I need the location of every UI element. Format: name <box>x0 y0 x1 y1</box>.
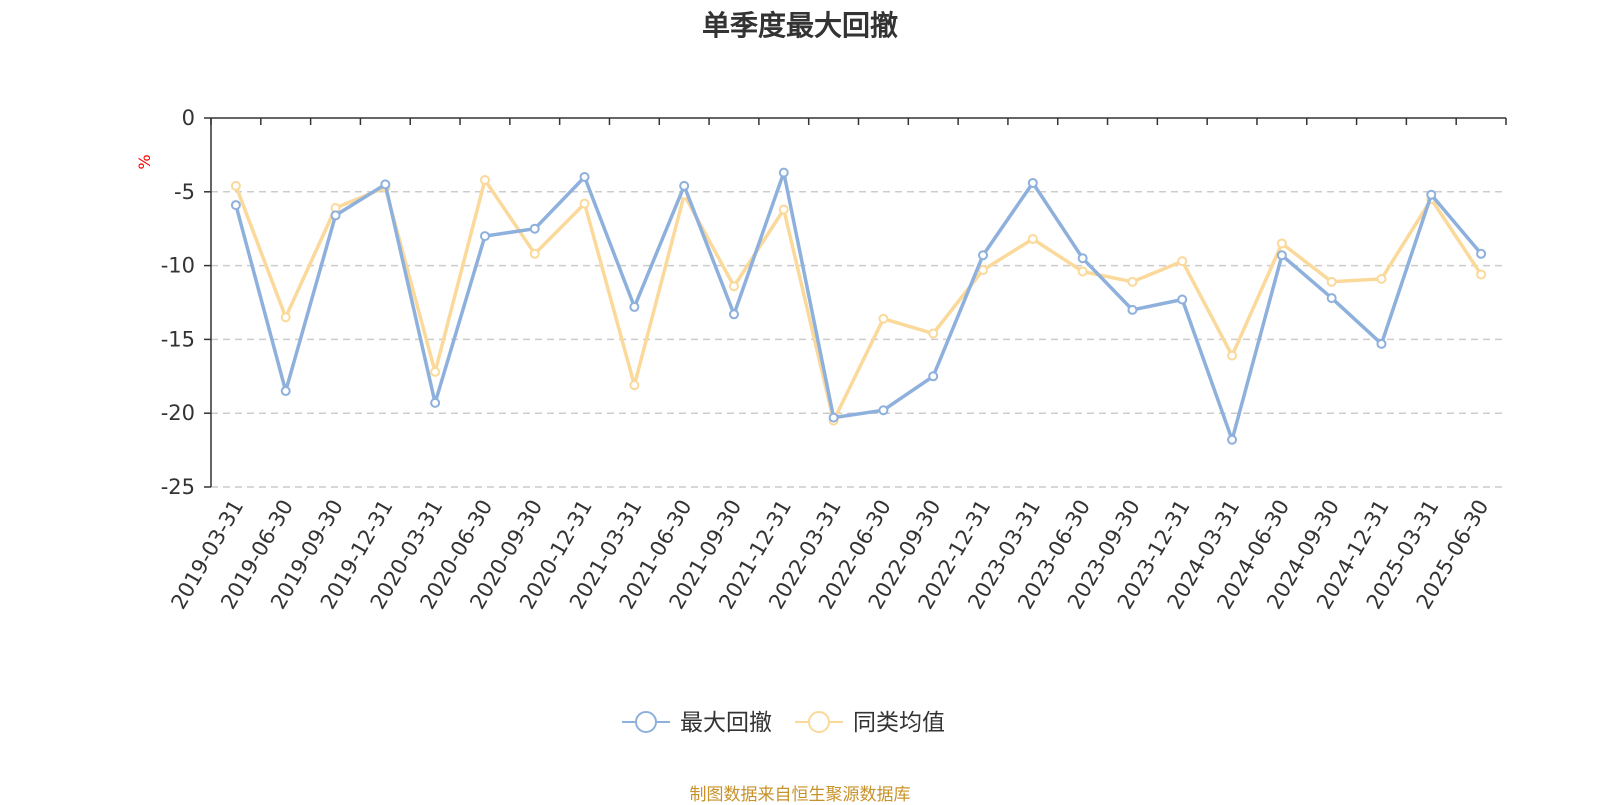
data-point[interactable] <box>778 204 789 215</box>
legend-marker[interactable] <box>635 711 657 733</box>
y-tick-label: -10 <box>161 254 195 278</box>
legend-label[interactable]: 同类均值 <box>853 710 945 736</box>
chart-title: 单季度最大回撤 <box>701 9 898 42</box>
legend[interactable]: 最大回撤 同类均值 <box>622 710 945 736</box>
data-point[interactable] <box>629 380 640 391</box>
data-point[interactable] <box>529 248 540 259</box>
data-point[interactable] <box>380 179 391 190</box>
data-point[interactable] <box>1376 273 1387 284</box>
data-point[interactable] <box>1227 350 1238 361</box>
y-tick-label: 0 <box>182 106 195 130</box>
data-point[interactable] <box>1127 304 1138 315</box>
data-point[interactable] <box>1177 294 1188 305</box>
legend-marker[interactable] <box>808 711 830 733</box>
data-point[interactable] <box>629 301 640 312</box>
y-axis-label: % <box>135 154 154 169</box>
data-point[interactable] <box>230 180 241 191</box>
data-point[interactable] <box>1077 266 1088 277</box>
data-point[interactable] <box>1227 434 1238 445</box>
data-point[interactable] <box>679 180 690 191</box>
series-line <box>234 170 1483 442</box>
data-point[interactable] <box>1376 338 1387 349</box>
data-point[interactable] <box>1027 177 1038 188</box>
grid-lines <box>211 191 1506 488</box>
data-point[interactable] <box>728 309 739 320</box>
data-point[interactable] <box>230 200 241 211</box>
series-layer <box>230 167 1487 445</box>
data-point[interactable] <box>430 397 441 408</box>
data-point[interactable] <box>579 198 590 209</box>
data-point[interactable] <box>1127 276 1138 287</box>
data-point[interactable] <box>878 405 889 416</box>
data-point[interactable] <box>1027 234 1038 245</box>
data-point[interactable] <box>1476 269 1487 280</box>
y-tick-label: -20 <box>161 401 195 425</box>
data-point[interactable] <box>928 328 939 339</box>
data-point[interactable] <box>978 250 989 261</box>
data-point[interactable] <box>1177 256 1188 267</box>
data-point[interactable] <box>1326 293 1337 304</box>
data-point[interactable] <box>978 265 989 276</box>
data-point[interactable] <box>1476 248 1487 259</box>
data-point[interactable] <box>1426 189 1437 200</box>
data-point[interactable] <box>280 386 291 397</box>
data-point[interactable] <box>280 312 291 323</box>
data-point[interactable] <box>1077 253 1088 264</box>
data-point[interactable] <box>479 231 490 242</box>
y-tick-label: -15 <box>161 327 195 351</box>
data-point[interactable] <box>529 223 540 234</box>
data-point[interactable] <box>1276 238 1287 249</box>
data-point[interactable] <box>778 167 789 178</box>
data-point[interactable] <box>728 281 739 292</box>
data-point[interactable] <box>579 172 590 183</box>
source-note: 制图数据来自恒生聚源数据库 <box>689 785 911 805</box>
data-point[interactable] <box>479 174 490 185</box>
data-point[interactable] <box>330 210 341 221</box>
data-point[interactable] <box>878 313 889 324</box>
series-line <box>234 178 1483 423</box>
legend-label[interactable]: 最大回撤 <box>680 710 772 736</box>
data-point[interactable] <box>928 371 939 382</box>
data-point[interactable] <box>1276 250 1287 261</box>
data-point[interactable] <box>430 366 441 377</box>
y-tick-label: -25 <box>161 475 195 499</box>
y-tick-label: -5 <box>174 180 195 204</box>
data-point[interactable] <box>828 412 839 423</box>
data-point[interactable] <box>1326 276 1337 287</box>
axes: 0 -5 -10 -15 -20 -25 <box>161 106 1506 499</box>
